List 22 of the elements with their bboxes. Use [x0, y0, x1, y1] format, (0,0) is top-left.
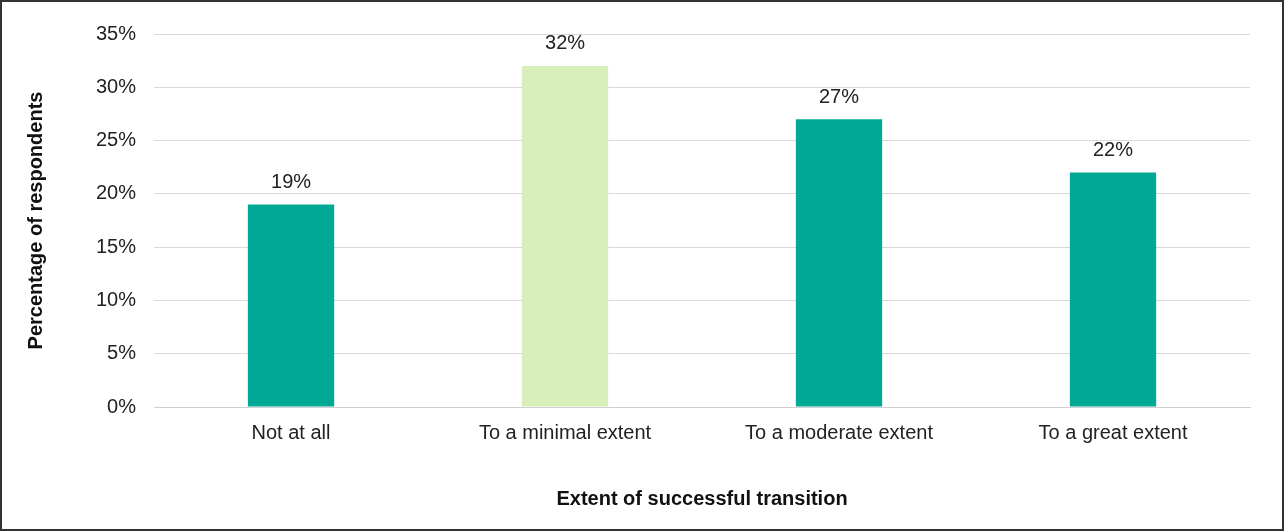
x-tick-label: To a great extent	[1038, 420, 1188, 443]
bar	[247, 204, 335, 407]
y-tick-label: 15%	[96, 234, 137, 257]
y-tick-label: 5%	[107, 341, 137, 364]
bar	[795, 119, 883, 407]
x-tick-label: Not at all	[251, 420, 331, 443]
y-tick-label: 25%	[96, 128, 137, 151]
data-label: 32%	[545, 31, 586, 54]
x-tick-label: To a minimal extent	[478, 420, 652, 443]
data-label: 27%	[819, 84, 860, 107]
y-tick-label: 35%	[96, 21, 137, 44]
bar	[1069, 172, 1157, 407]
x-tick-label: To a moderate extent	[745, 420, 934, 443]
x-axis-title: Extent of successful transition	[556, 486, 848, 509]
y-tick-label: 0%	[107, 394, 137, 417]
y-tick-label: 30%	[96, 74, 137, 97]
bar	[521, 65, 609, 407]
y-tick-label: 10%	[96, 287, 137, 310]
y-axis-title: Percentage of respondents	[23, 91, 46, 350]
data-label: 22%	[1092, 138, 1134, 161]
data-label: 19%	[271, 170, 312, 193]
y-tick-label: 20%	[96, 181, 137, 204]
